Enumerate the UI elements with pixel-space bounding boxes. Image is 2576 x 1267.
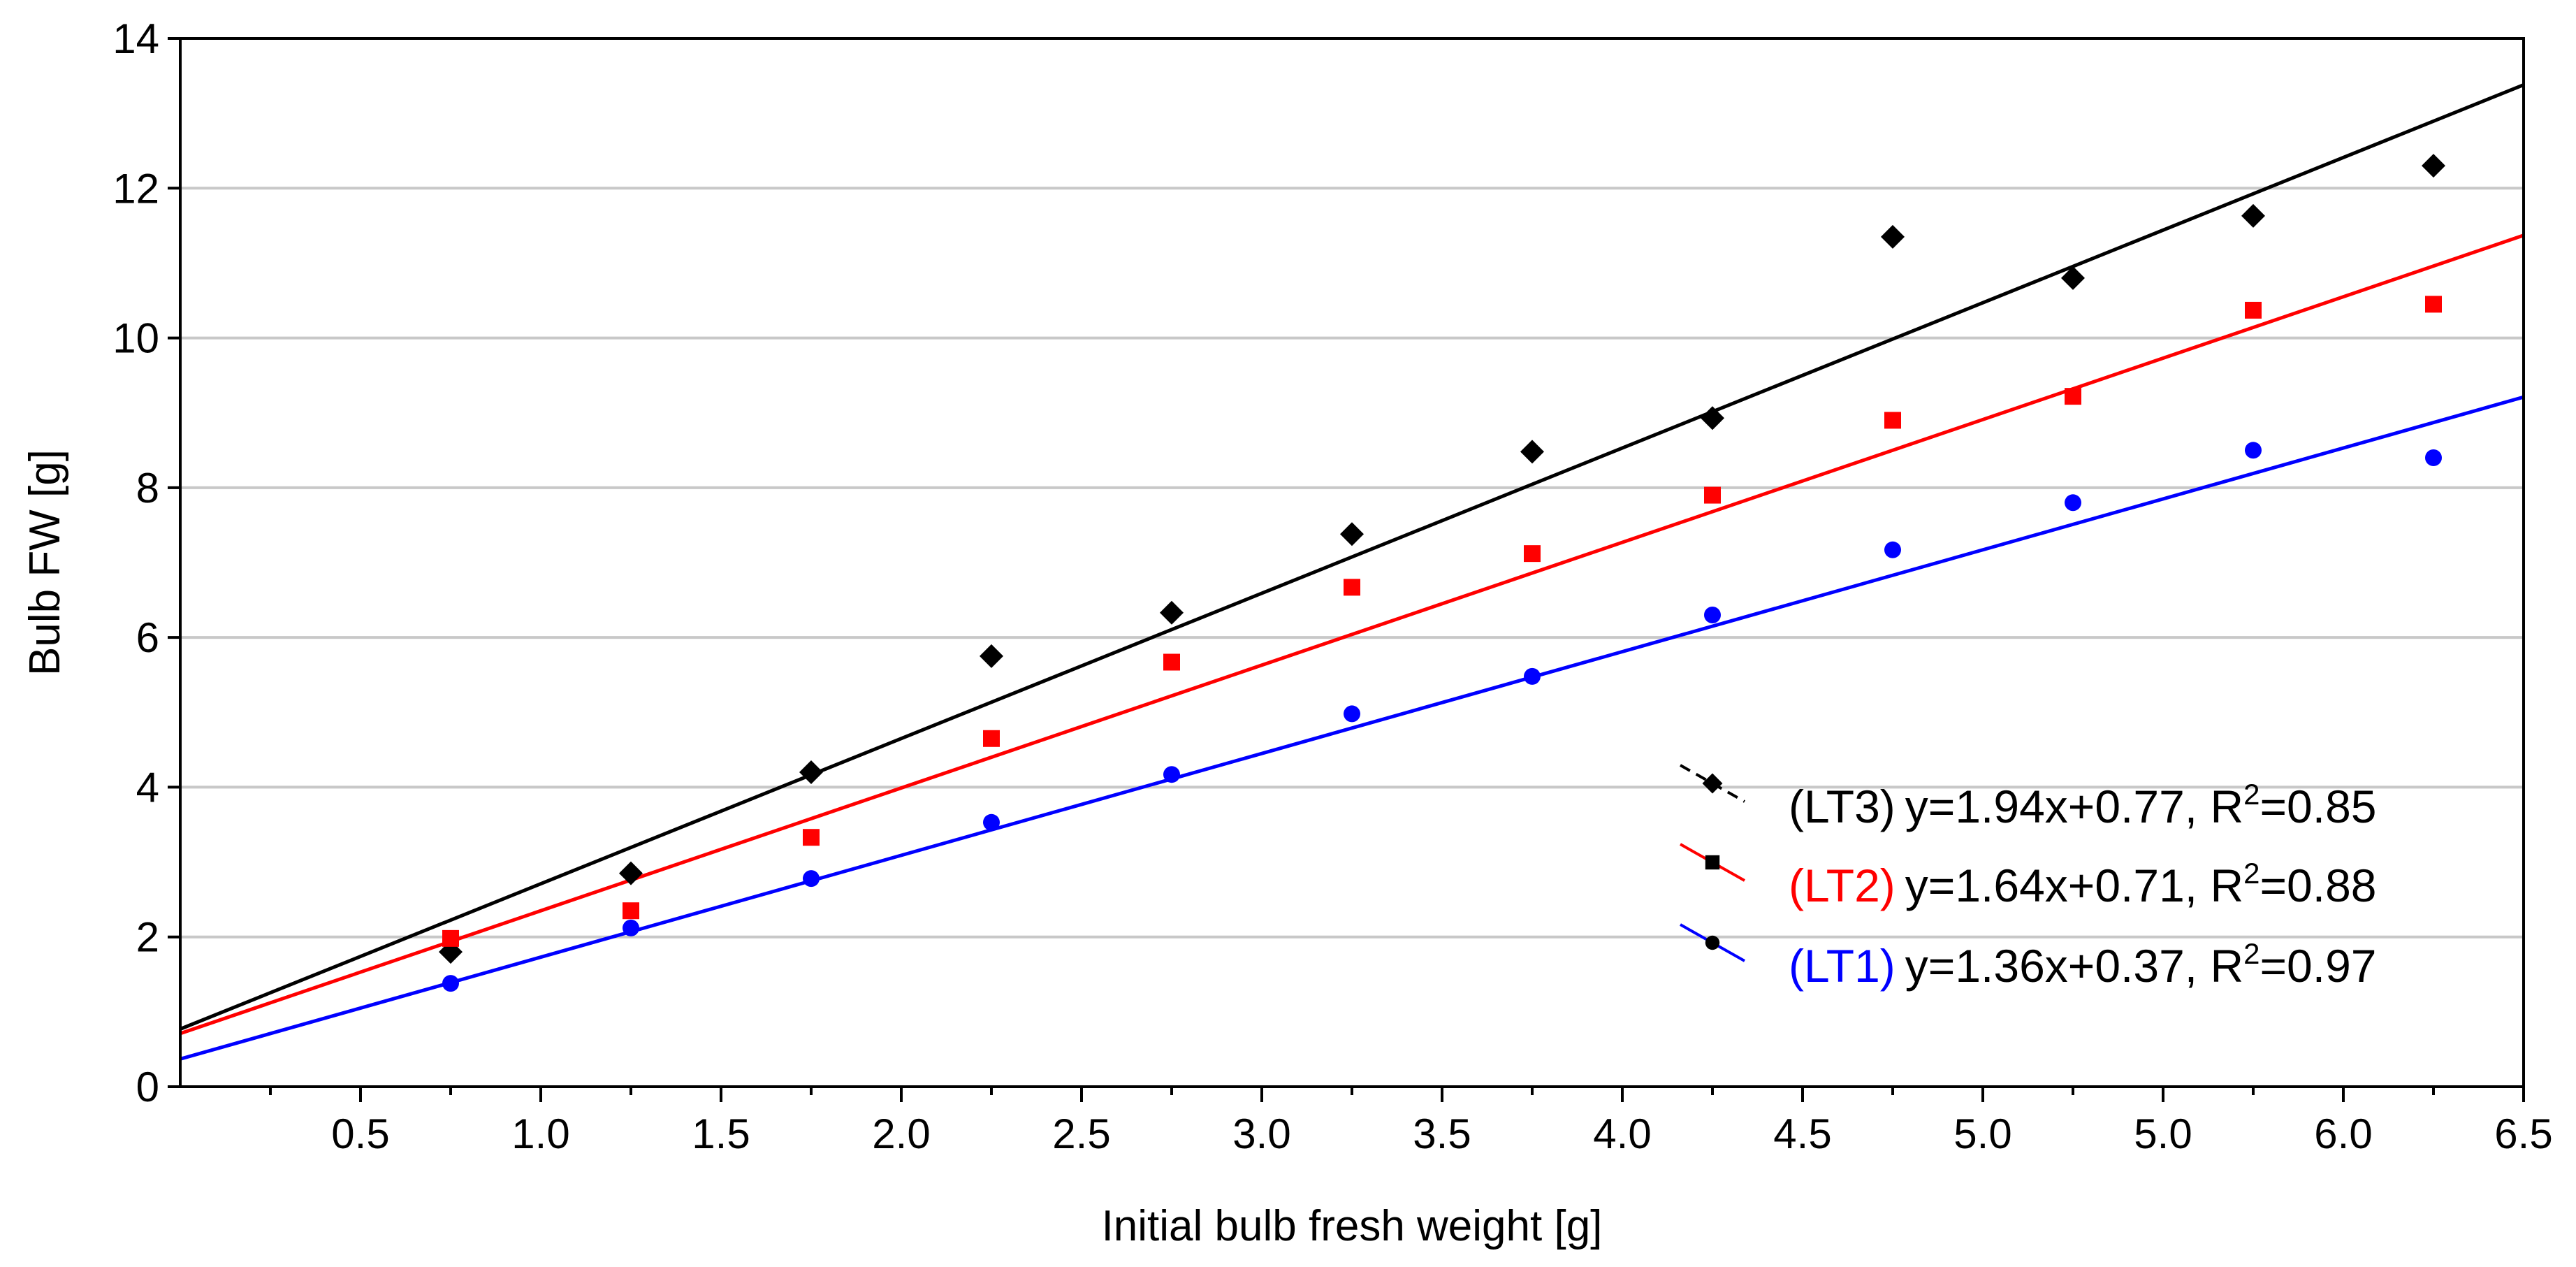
legend-entry-lt2: (LT2) y=1.64x+0.71, R2=0.88 bbox=[1680, 843, 2377, 911]
x-axis-label: Initial bulb fresh weight [g] bbox=[1102, 1202, 1603, 1250]
x-tick-label: 6.5 bbox=[2494, 1110, 2552, 1157]
x-tick-label: 5.0 bbox=[2134, 1110, 2192, 1157]
y-tick-label: 10 bbox=[112, 315, 159, 362]
fit-line-lt3 bbox=[180, 83, 2524, 1031]
y-tick-label: 12 bbox=[112, 165, 159, 212]
point-lt3-4 bbox=[980, 644, 1003, 668]
x-tick-label: 4.5 bbox=[1773, 1110, 1831, 1157]
point-lt2-2 bbox=[623, 902, 639, 920]
x-tick-label: 3.0 bbox=[1232, 1110, 1290, 1157]
legend-entry-lt1: (LT1) y=1.36x+0.37, R2=0.97 bbox=[1680, 923, 2377, 992]
point-lt1-4 bbox=[983, 813, 1000, 831]
point-lt3-6 bbox=[1340, 522, 1364, 546]
point-lt1-9 bbox=[1884, 541, 1901, 558]
point-lt3-7 bbox=[1520, 440, 1544, 464]
point-lt1-7 bbox=[1524, 667, 1541, 685]
point-lt2-11 bbox=[2245, 301, 2262, 319]
point-lt3-12 bbox=[2422, 154, 2445, 178]
point-lt1-11 bbox=[2245, 442, 2262, 459]
point-lt1-12 bbox=[2425, 449, 2442, 466]
x-tick-label: 0.5 bbox=[331, 1110, 389, 1157]
legend-series-name: (LT3) bbox=[1789, 781, 1895, 832]
data-points bbox=[439, 154, 2445, 992]
point-lt2-10 bbox=[2065, 388, 2081, 405]
point-lt1-8 bbox=[1704, 607, 1721, 623]
point-lt2-4 bbox=[983, 730, 1000, 747]
x-tick-label: 2.5 bbox=[1052, 1110, 1110, 1157]
x-tick-label: 5.0 bbox=[1953, 1110, 2011, 1157]
point-lt3-9 bbox=[1881, 224, 1905, 249]
point-lt2-6 bbox=[1344, 579, 1360, 596]
legend-r2-superscript: 2 bbox=[2243, 937, 2260, 970]
y-tick-label: 0 bbox=[136, 1064, 159, 1110]
x-tick-label: 2.0 bbox=[872, 1110, 930, 1157]
legend-label-lt3: (LT3) y=1.94x+0.77, R2=0.85 bbox=[1789, 778, 2377, 832]
legend-equation: y=1.94x+0.77, R bbox=[1905, 781, 2243, 832]
y-tick-label: 14 bbox=[112, 15, 159, 62]
point-lt2-7 bbox=[1524, 545, 1541, 563]
legend-r2-superscript: 2 bbox=[2243, 778, 2260, 811]
y-tick-label: 2 bbox=[136, 914, 159, 961]
point-lt3-10 bbox=[2061, 266, 2085, 290]
legend-label-lt1: (LT1) y=1.36x+0.37, R2=0.97 bbox=[1789, 937, 2377, 992]
point-lt3-3 bbox=[799, 760, 823, 784]
legend-series-name: (LT2) bbox=[1789, 860, 1895, 911]
legend: (LT3) y=1.94x+0.77, R2=0.85(LT2) y=1.64x+0… bbox=[1680, 764, 2377, 992]
point-lt2-5 bbox=[1163, 653, 1180, 671]
legend-r2-value: =0.85 bbox=[2260, 781, 2377, 832]
y-axis-ticks: 0 2 4 6 8 10 12 14 bbox=[112, 15, 180, 1110]
fit-line-lt1 bbox=[180, 395, 2524, 1061]
legend-equation: y=1.36x+0.37, R bbox=[1905, 940, 2243, 992]
x-tick-label: 1.0 bbox=[511, 1110, 569, 1157]
point-lt1-2 bbox=[623, 919, 639, 936]
legend-marker-lt3 bbox=[1702, 773, 1723, 794]
legend-series-name: (LT1) bbox=[1789, 940, 1895, 992]
y-tick-label: 6 bbox=[136, 614, 159, 661]
point-lt1-10 bbox=[2065, 494, 2081, 512]
legend-r2-value: =0.88 bbox=[2260, 860, 2377, 911]
legend-equation: y=1.64x+0.71, R bbox=[1905, 860, 2243, 911]
legend-entry-lt3: (LT3) y=1.94x+0.77, R2=0.85 bbox=[1680, 764, 2377, 832]
x-tick-label: 4.0 bbox=[1593, 1110, 1651, 1157]
point-lt1-1 bbox=[442, 975, 459, 992]
x-tick-label: 6.0 bbox=[2314, 1110, 2372, 1157]
y-tick-label: 8 bbox=[136, 465, 159, 512]
point-lt2-3 bbox=[803, 829, 820, 846]
point-lt2-9 bbox=[1884, 412, 1901, 429]
plot-frame bbox=[179, 37, 2525, 1088]
gridlines bbox=[180, 187, 2524, 939]
point-lt2-12 bbox=[2425, 296, 2442, 313]
y-axis-label: Bulb FW [g] bbox=[21, 449, 69, 676]
legend-r2-value: =0.97 bbox=[2260, 940, 2377, 992]
legend-label-lt2: (LT2) y=1.64x+0.71, R2=0.88 bbox=[1789, 857, 2377, 911]
point-lt3-2 bbox=[619, 861, 643, 885]
legend-r2-superscript: 2 bbox=[2243, 857, 2260, 890]
point-lt1-6 bbox=[1344, 705, 1360, 723]
point-lt3-11 bbox=[2241, 203, 2265, 228]
point-lt2-8 bbox=[1704, 486, 1721, 504]
x-tick-label: 1.5 bbox=[692, 1110, 750, 1157]
legend-marker-lt2 bbox=[1705, 855, 1720, 870]
legend-symbol-lt3 bbox=[1680, 764, 1745, 803]
x-tick-label: 3.5 bbox=[1413, 1110, 1471, 1157]
regression-lines bbox=[180, 83, 2524, 1061]
x-axis-ticks: 0.5 1.0 1.5 2.0 2.5 3.0 3.5 4.0 4.5 5.0 5.0 6.0 6.5 bbox=[269, 1087, 2553, 1157]
point-lt3-5 bbox=[1160, 600, 1184, 625]
point-lt2-1 bbox=[442, 929, 459, 947]
point-lt1-5 bbox=[1163, 766, 1180, 783]
fit-line-lt2 bbox=[180, 233, 2524, 1036]
point-lt3-8 bbox=[1701, 406, 1724, 430]
y-tick-label: 4 bbox=[136, 764, 159, 811]
point-lt1-3 bbox=[803, 870, 820, 888]
legend-symbol-lt1 bbox=[1680, 923, 1745, 962]
legend-marker-lt1 bbox=[1705, 935, 1720, 950]
legend-symbol-lt2 bbox=[1680, 843, 1745, 882]
